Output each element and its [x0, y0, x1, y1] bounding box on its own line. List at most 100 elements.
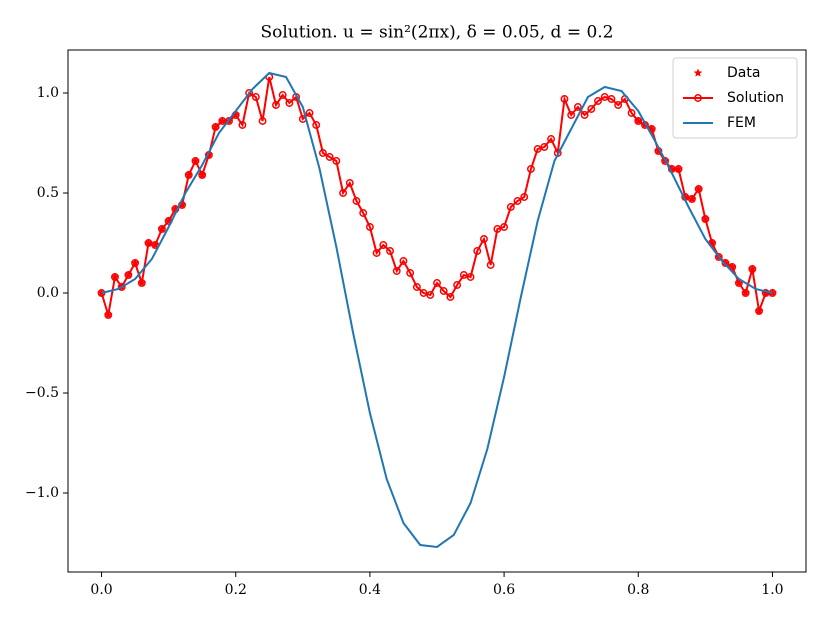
- point: [674, 165, 683, 173]
- chart-title: Solution. u = sin²(2πx), δ = 0.05, d = 0…: [260, 23, 613, 43]
- point: [251, 93, 260, 101]
- point: [318, 149, 327, 157]
- series-line: [101, 71, 773, 549]
- point: [614, 101, 623, 109]
- point: [111, 273, 119, 281]
- series-line: [100, 76, 773, 316]
- point: [567, 111, 576, 119]
- point: [339, 189, 348, 197]
- point: [345, 179, 354, 187]
- point: [755, 307, 763, 315]
- point: [587, 105, 596, 113]
- point: [547, 135, 556, 143]
- point: [399, 257, 408, 265]
- point: [473, 247, 482, 255]
- point: [493, 225, 502, 233]
- point: [480, 235, 488, 243]
- point: [594, 97, 602, 105]
- x-tick-label: 0.4: [359, 582, 381, 598]
- point: [661, 157, 670, 165]
- point: [412, 283, 421, 291]
- point: [446, 293, 455, 301]
- point: [211, 123, 220, 131]
- legend-label: FEM: [727, 115, 756, 131]
- point: [191, 157, 200, 165]
- point: [325, 153, 334, 161]
- point: [285, 99, 294, 107]
- x-tick-label: 0.2: [225, 582, 247, 598]
- point: [694, 185, 703, 193]
- point: [533, 145, 542, 153]
- point: [634, 117, 643, 125]
- point: [506, 203, 515, 211]
- legend-marker: [693, 68, 703, 77]
- point: [137, 279, 146, 287]
- point: [426, 291, 435, 299]
- legend-label: Data: [727, 65, 760, 81]
- y-tick-label: −0.5: [25, 385, 59, 401]
- point: [258, 117, 267, 125]
- y-tick-label: −1.0: [25, 485, 59, 501]
- point: [332, 157, 341, 165]
- x-tick-label: 0.0: [90, 582, 112, 598]
- point: [540, 143, 549, 151]
- point: [238, 121, 247, 129]
- point: [459, 271, 468, 279]
- point: [520, 193, 529, 201]
- legend: Data Solution FEM: [672, 57, 798, 139]
- point: [104, 311, 113, 319]
- point: [439, 287, 448, 295]
- y-tick-label: 0.0: [37, 285, 59, 301]
- point: [453, 281, 462, 289]
- point: [305, 109, 314, 117]
- point: [627, 109, 636, 117]
- point: [372, 249, 381, 257]
- point: [419, 289, 428, 297]
- point: [500, 223, 509, 231]
- point: [573, 103, 582, 111]
- point: [406, 269, 415, 277]
- point: [124, 271, 133, 279]
- legend-label: Solution: [727, 90, 784, 106]
- point: [748, 265, 757, 273]
- plot-frame: [67, 49, 807, 573]
- legend-box: [672, 57, 798, 139]
- point: [486, 261, 495, 269]
- point: [687, 195, 696, 203]
- point: [392, 267, 401, 275]
- point: [600, 93, 609, 101]
- x-tick-label: 1.0: [761, 582, 783, 598]
- y-tick-label: 1.0: [37, 85, 59, 101]
- point: [157, 225, 166, 233]
- point: [580, 111, 589, 119]
- point: [184, 171, 193, 179]
- point: [352, 197, 361, 205]
- point: [701, 215, 710, 223]
- point: [245, 89, 254, 97]
- point: [607, 95, 616, 103]
- x-tick-label: 0.6: [493, 582, 515, 598]
- x-tick-label: 0.8: [627, 582, 649, 598]
- point: [225, 117, 233, 125]
- point: [117, 283, 126, 291]
- legend-marker: [694, 94, 702, 102]
- point: [359, 209, 368, 217]
- y-tick-label: 0.5: [37, 185, 59, 201]
- point: [144, 239, 153, 247]
- point: [433, 279, 441, 287]
- point: [526, 165, 535, 173]
- point: [379, 241, 388, 249]
- point: [365, 223, 374, 231]
- point: [714, 253, 723, 261]
- point: [278, 91, 287, 99]
- point: [466, 273, 475, 281]
- point: [386, 247, 394, 255]
- point: [721, 259, 730, 267]
- point: [312, 121, 321, 129]
- point: [513, 197, 522, 205]
- point: [560, 95, 569, 103]
- point: [272, 101, 280, 109]
- point: [198, 171, 207, 179]
- point: [131, 259, 140, 267]
